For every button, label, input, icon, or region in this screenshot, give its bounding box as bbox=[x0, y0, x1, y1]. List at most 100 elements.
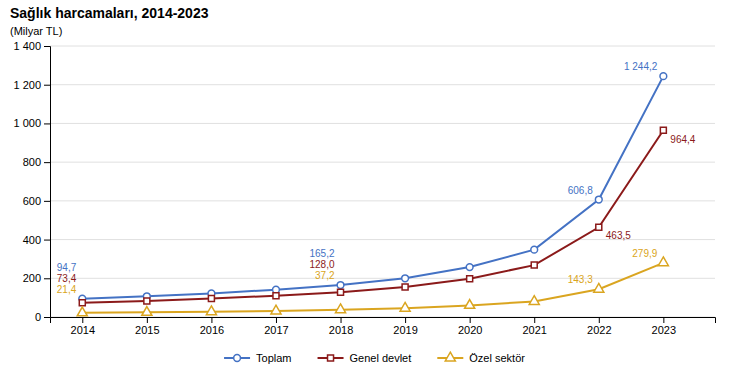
y-tick-label: 800 bbox=[23, 156, 41, 168]
x-tick-label: 2015 bbox=[135, 324, 159, 336]
y-tick-mark bbox=[44, 46, 50, 47]
y-tick-label: 600 bbox=[23, 195, 41, 207]
y-tick-label: 1 400 bbox=[13, 40, 41, 52]
x-tick-label: 2019 bbox=[393, 324, 417, 336]
series-marker bbox=[77, 307, 87, 316]
x-tick-label: 2023 bbox=[652, 324, 676, 336]
chart: Sağlık harcamaları, 2014-2023(Milyar TL)… bbox=[0, 0, 749, 369]
legend-label: Genel devlet bbox=[350, 352, 412, 364]
data-label: 21,4 bbox=[57, 284, 77, 295]
y-tick: 800 bbox=[23, 156, 50, 168]
legend-label: Toplam bbox=[256, 352, 291, 364]
grid-line bbox=[50, 123, 715, 124]
y-axis-label: (Milyar TL) bbox=[10, 25, 62, 37]
data-label: 143,3 bbox=[568, 274, 593, 285]
data-label: 1 244,2 bbox=[624, 61, 658, 72]
y-tick-label: 1 000 bbox=[13, 117, 41, 129]
series-marker bbox=[142, 307, 152, 316]
y-tick: 1 200 bbox=[13, 79, 50, 91]
data-label: 94,7 bbox=[57, 262, 77, 273]
y-tick-mark bbox=[44, 240, 50, 241]
x-tick-mark bbox=[276, 317, 277, 323]
y-axis-line bbox=[44, 47, 51, 318]
grid-line bbox=[50, 278, 715, 279]
y-tick: 1 400 bbox=[13, 40, 50, 52]
y-tick: 1 000 bbox=[13, 117, 50, 129]
y-tick: 400 bbox=[23, 234, 50, 246]
series-marker bbox=[467, 276, 473, 282]
series-marker bbox=[206, 306, 216, 315]
legend-marker bbox=[328, 355, 334, 361]
data-label: 964,4 bbox=[670, 134, 695, 145]
data-label: 73,4 bbox=[57, 273, 77, 284]
y-tick-mark bbox=[44, 162, 50, 163]
data-label: 463,5 bbox=[606, 230, 631, 241]
series-marker bbox=[466, 264, 473, 271]
x-tick: 2018 bbox=[329, 317, 353, 336]
y-tick-mark bbox=[44, 85, 50, 86]
x-tick: 2020 bbox=[458, 317, 482, 336]
series-marker bbox=[595, 196, 602, 203]
x-axis: 2014 2015 2016 2017 2018 2019 2020 2021 2022 2023 bbox=[51, 317, 716, 336]
x-tick-label: 2020 bbox=[458, 324, 482, 336]
x-tick-mark bbox=[663, 317, 664, 323]
legend-item: Özel sektör bbox=[437, 352, 525, 364]
y-axis: 0 200 400 600 800 1 000 1 200 1 400 bbox=[13, 40, 50, 323]
x-tick: 2014 bbox=[71, 317, 95, 336]
legend-marker bbox=[445, 352, 455, 361]
x-tick: 2022 bbox=[587, 317, 611, 336]
x-tick: 2015 bbox=[135, 317, 159, 336]
series-marker bbox=[465, 300, 475, 309]
x-tick-mark bbox=[82, 317, 83, 323]
x-tick-mark bbox=[147, 317, 148, 323]
x-tick-label: 2022 bbox=[587, 324, 611, 336]
series-marker bbox=[594, 283, 604, 292]
data-label: 165,2 bbox=[310, 248, 335, 259]
x-tick: 2023 bbox=[652, 317, 676, 336]
series-marker bbox=[529, 296, 539, 305]
series-marker bbox=[337, 282, 344, 289]
x-tick: 2021 bbox=[522, 317, 546, 336]
y-tick-label: 400 bbox=[23, 234, 41, 246]
series-marker bbox=[402, 284, 408, 290]
x-tick-mark bbox=[211, 317, 212, 323]
grid bbox=[50, 46, 715, 317]
series-marker bbox=[658, 257, 668, 266]
x-tick-label: 2021 bbox=[522, 324, 546, 336]
y-tick: 200 bbox=[23, 272, 50, 284]
series-marker bbox=[79, 300, 85, 306]
series-marker bbox=[531, 262, 537, 268]
series-line bbox=[82, 76, 663, 299]
series-line bbox=[82, 263, 663, 313]
plot-area bbox=[77, 73, 668, 316]
y-tick-label: 1 200 bbox=[13, 79, 41, 91]
x-tick: 2016 bbox=[200, 317, 224, 336]
series-marker bbox=[531, 246, 538, 253]
x-tick-mark bbox=[599, 317, 600, 323]
y-tick-label: 0 bbox=[35, 311, 41, 323]
x-tick: 2017 bbox=[264, 317, 288, 336]
x-axis-line bbox=[51, 318, 716, 324]
grid-line bbox=[50, 46, 715, 47]
y-tick-label: 200 bbox=[23, 272, 41, 284]
series-marker bbox=[144, 298, 150, 304]
y-tick: 0 bbox=[35, 311, 50, 323]
x-tick-label: 2017 bbox=[264, 324, 288, 336]
series-marker bbox=[335, 304, 345, 313]
data-label: 279,9 bbox=[632, 248, 657, 259]
legend-label: Özel sektör bbox=[469, 352, 525, 364]
series-marker bbox=[660, 127, 666, 133]
legend-marker bbox=[234, 355, 241, 362]
series-marker bbox=[271, 305, 281, 314]
x-tick-label: 2016 bbox=[200, 324, 224, 336]
y-tick-mark bbox=[44, 123, 50, 124]
x-tick-mark bbox=[470, 317, 471, 323]
y-tick-mark bbox=[44, 317, 50, 318]
data-labels: 94,773,421,4165,2128,037,2606,8463,5143,… bbox=[57, 61, 696, 295]
data-label: 128,0 bbox=[310, 259, 335, 270]
series-line bbox=[82, 130, 663, 302]
series-marker bbox=[596, 224, 602, 230]
y-tick-mark bbox=[44, 201, 50, 202]
data-label: 606,8 bbox=[568, 185, 593, 196]
grid-line bbox=[50, 162, 715, 163]
